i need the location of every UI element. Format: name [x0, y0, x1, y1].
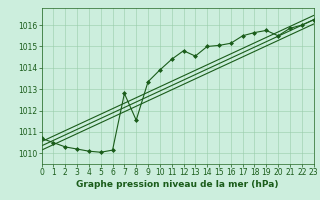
- X-axis label: Graphe pression niveau de la mer (hPa): Graphe pression niveau de la mer (hPa): [76, 180, 279, 189]
